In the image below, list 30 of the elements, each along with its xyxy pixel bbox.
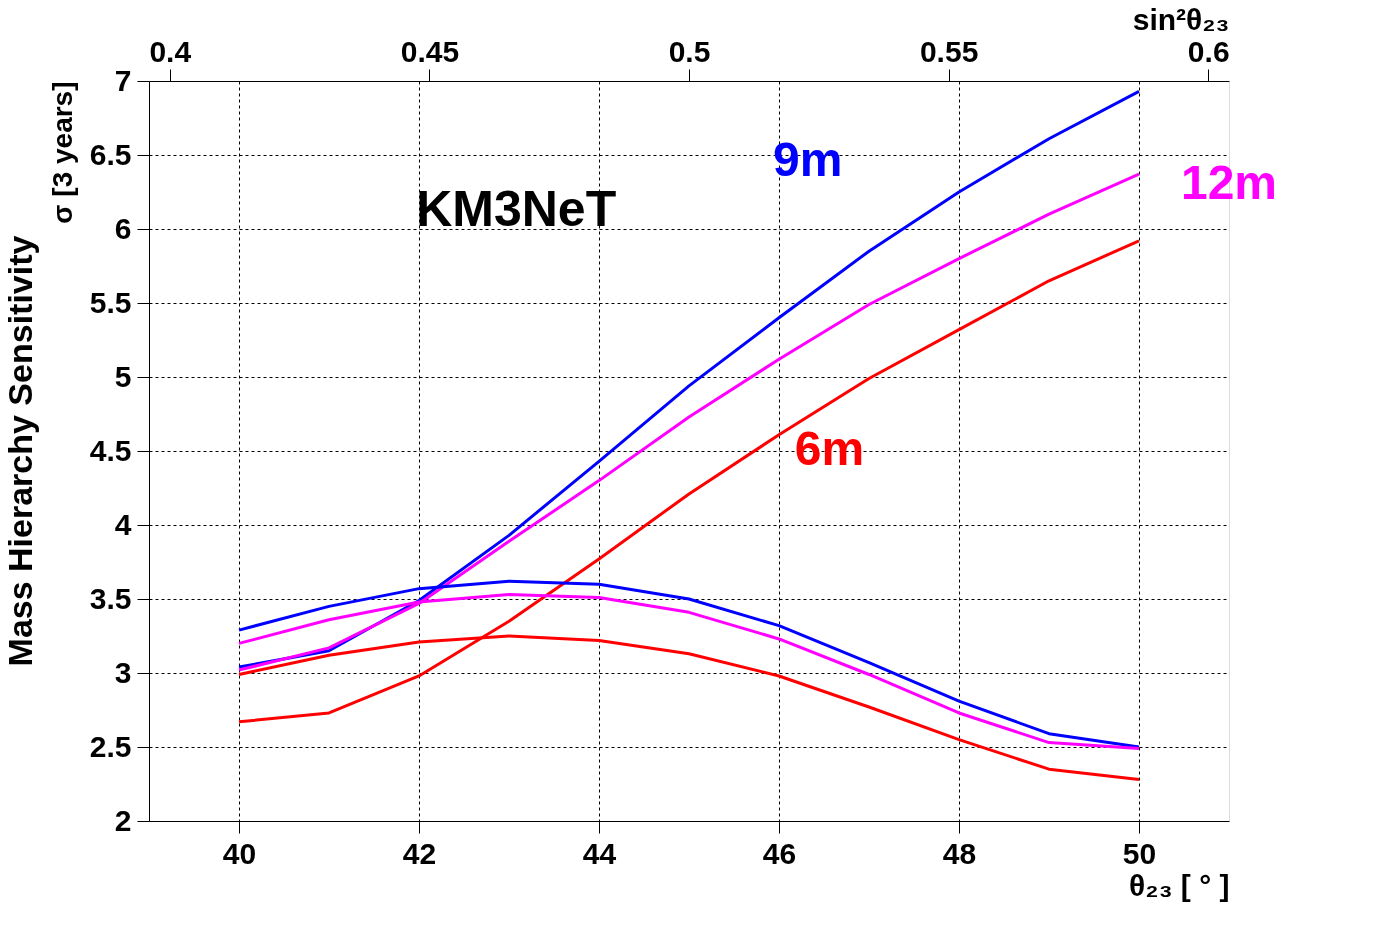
x-tick-label: 42: [402, 836, 437, 870]
x-axis-title: θ₂₃ [ ° ]: [1129, 868, 1230, 902]
y-tick-label: 4.5: [89, 433, 132, 467]
y-tick-label: 5.5: [89, 285, 132, 319]
x-tick-label: 46: [762, 836, 797, 870]
x-tick-label: 44: [582, 836, 617, 870]
x-tick-label: 50: [1122, 836, 1157, 870]
annotation: KM3NeT: [416, 180, 617, 237]
y-axis-title: σ [3 years]: [46, 81, 78, 224]
x2-tick-label: 0.4: [149, 34, 192, 68]
x2-tick-label: 0.5: [668, 34, 711, 68]
y-tick-label: 5: [114, 359, 132, 393]
x-tick-label: 48: [942, 836, 977, 870]
y-tick-label: 3.5: [89, 581, 132, 615]
x2-axis-title: sin²θ₂₃: [1132, 2, 1230, 36]
series-label: 9m: [773, 133, 843, 187]
x2-tick-label: 0.55: [919, 34, 979, 68]
y-tick-label: 6.5: [89, 137, 132, 171]
y-tick-label: 2.5: [89, 729, 132, 763]
y-tick-label: 3: [114, 655, 132, 689]
y-tick-label: 2: [114, 803, 132, 837]
x2-tick-label: 0.6: [1187, 34, 1230, 68]
y-tick-label: 6: [114, 211, 132, 245]
x2-tick-label: 0.45: [400, 34, 460, 68]
series-label: 12m: [1180, 155, 1278, 209]
y-tick-label: 4: [114, 507, 132, 541]
text: Mass Hierarchy Sensitivity: [1, 235, 40, 667]
series-label: 6m: [794, 422, 865, 475]
x-tick-label: 40: [222, 836, 257, 870]
y-tick-label: 7: [114, 63, 132, 97]
